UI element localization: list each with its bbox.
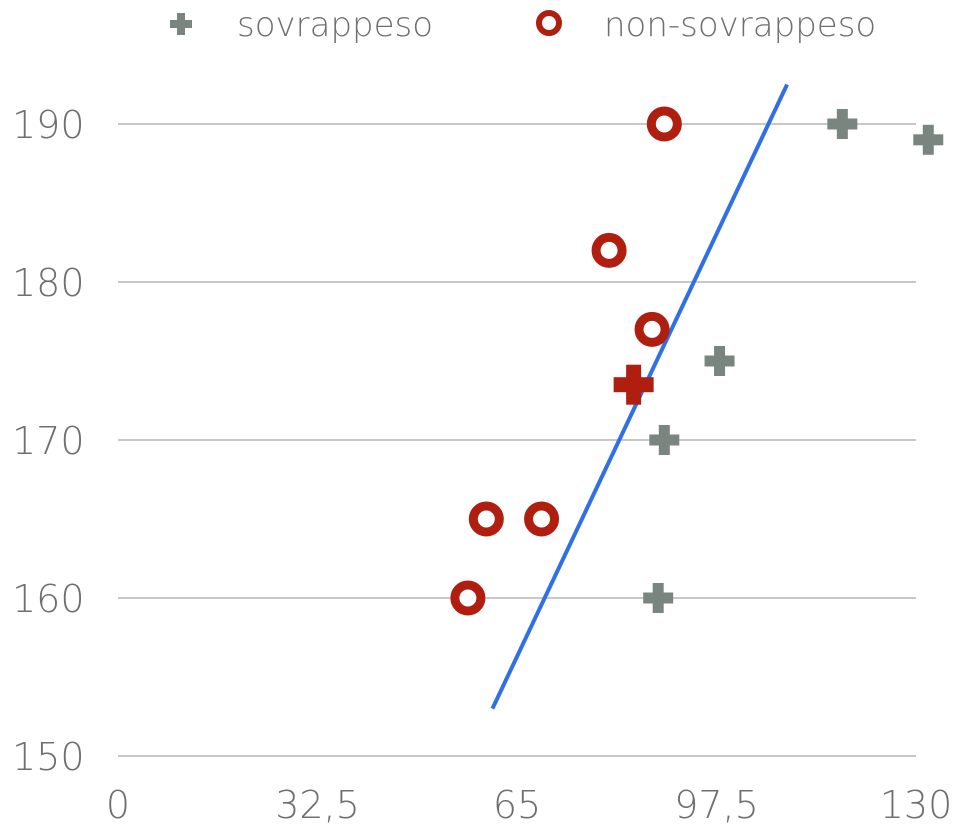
point-non-sovrappeso [591,232,627,268]
point-non-sovrappeso [450,580,486,616]
point-sovrappeso [827,109,858,139]
gridlines [118,123,916,757]
point-non-sovrappeso [646,106,682,142]
x-axis: 0 32,5 65 97,5 130 [106,783,952,826]
x-tick-label: 130 [880,783,953,826]
y-tick-label: 190 [12,103,85,147]
x-tick-label: 97,5 [674,783,759,826]
point-sovrappeso [704,346,735,376]
legend-item-sovrappeso: sovrappeso [170,5,433,45]
x-tick-label: 0 [106,783,130,826]
y-axis: 150 160 170 180 190 [12,103,85,779]
legend-plus-marker [170,13,192,35]
legend-label-non-sovrappeso: non-sovrappeso [604,5,876,45]
legend-plus-icon [170,13,192,35]
highlighted-point [613,364,654,405]
y-tick-label: 180 [12,261,85,305]
y-tick-label: 150 [12,735,85,779]
point-non-sovrappeso [468,501,504,537]
y-tick-label: 170 [12,419,85,463]
x-tick-label: 65 [493,783,541,826]
legend-item-non-sovrappeso: non-sovrappeso [536,5,876,45]
y-tick-label: 160 [12,577,85,621]
legend: sovrappeso non-sovrappeso [170,5,876,45]
point-sovrappeso [649,425,680,455]
legend-circle-marker [536,10,562,36]
x-tick-label: 32,5 [275,783,360,826]
point-non-sovrappeso [524,501,560,537]
point-non-sovrappeso [634,311,670,347]
data-points [450,106,944,616]
point-sovrappeso [913,124,944,155]
legend-circle-icon [536,10,562,36]
legend-label-sovrappeso: sovrappeso [237,5,433,45]
point-sovrappeso [643,583,674,613]
